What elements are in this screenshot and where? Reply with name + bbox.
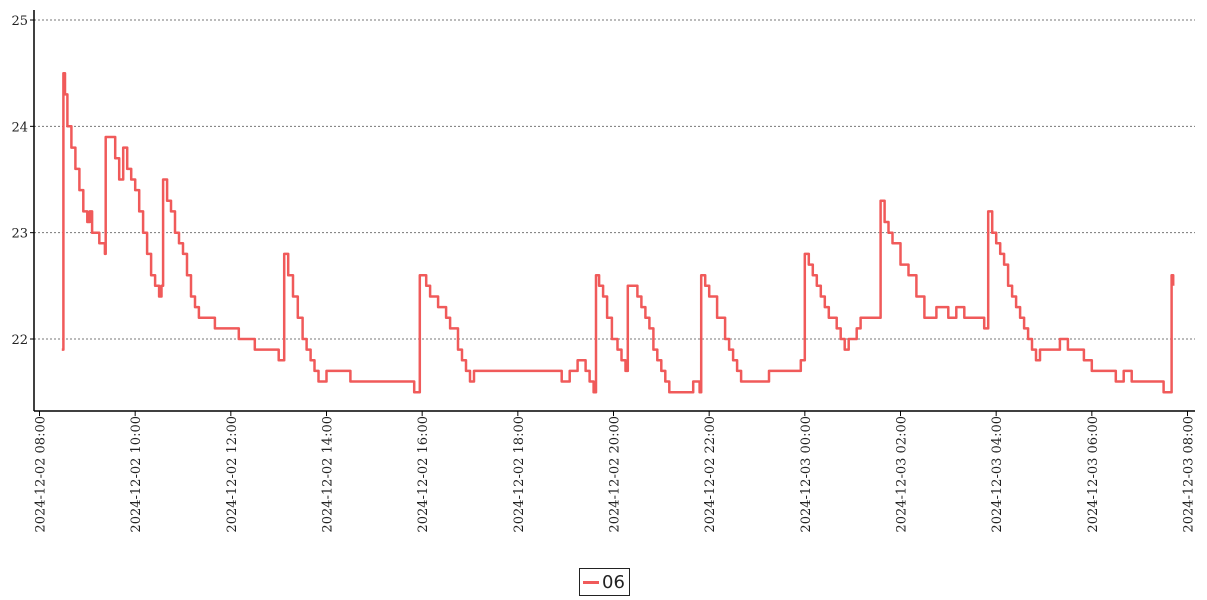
x-tick-label: 2024-12-02 12:00	[225, 416, 240, 533]
x-tick-label: 2024-12-03 06:00	[1086, 416, 1101, 533]
grid-lines	[34, 19, 1195, 340]
x-tick-label: 2024-12-02 16:00	[416, 416, 431, 533]
x-tick-label: 2024-12-02 18:00	[512, 416, 527, 533]
x-tick-label: 2024-12-02 08:00	[34, 416, 49, 533]
x-tick-label: 2024-12-02 14:00	[321, 416, 336, 533]
x-tick-label: 2024-12-03 04:00	[990, 416, 1005, 533]
x-tick-label: 2024-12-02 10:00	[129, 416, 144, 533]
x-tick-label: 2024-12-02 22:00	[703, 416, 718, 533]
axes	[33, 10, 1195, 412]
legend-label: 06	[602, 571, 625, 593]
legend: 06	[579, 568, 630, 596]
x-tick-label: 2024-12-03 02:00	[895, 416, 910, 533]
series-line	[61, 71, 1175, 394]
y-tick-label: 22	[11, 333, 28, 348]
y-axis-ticks: 22 23 24 25	[11, 14, 34, 348]
y-tick-label: 23	[11, 227, 28, 242]
x-tick-label: 2024-12-03 08:00	[1182, 416, 1197, 533]
x-tick-label: 2024-12-03 00:00	[799, 416, 814, 533]
y-tick-label: 25	[11, 14, 28, 29]
y-tick-label: 24	[11, 120, 28, 135]
series-layer	[61, 71, 1175, 394]
legend-swatch	[583, 580, 599, 584]
x-tick-label: 2024-12-02 20:00	[608, 416, 623, 533]
x-axis-ticks: 2024-12-02 08:00 2024-12-02 10:00 2024-12-…	[34, 411, 1197, 533]
